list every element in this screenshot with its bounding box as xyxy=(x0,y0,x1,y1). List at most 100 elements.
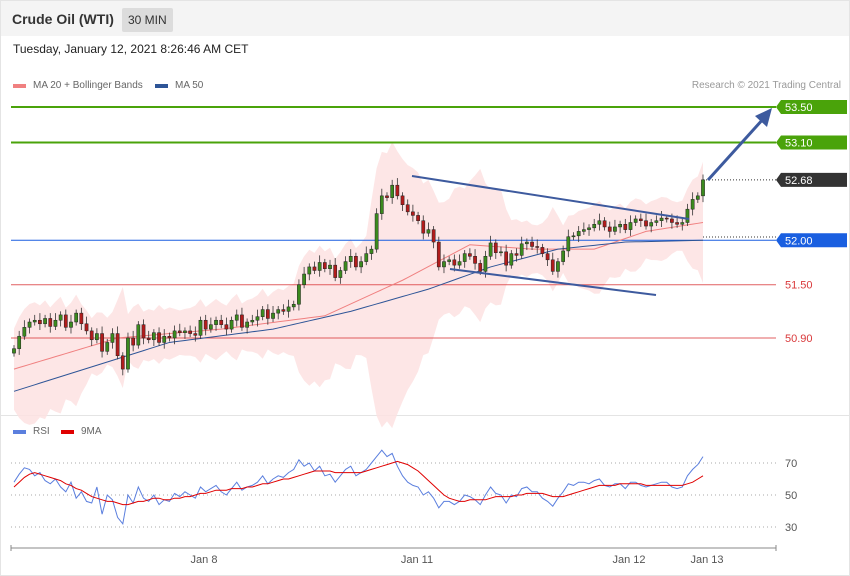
candle-up xyxy=(162,335,167,343)
candle-down xyxy=(405,204,410,213)
candle-up xyxy=(348,256,353,262)
channel-lower-line xyxy=(449,268,657,296)
candle-down xyxy=(530,241,534,247)
price-tag-shape xyxy=(776,233,847,248)
candle-down xyxy=(38,319,42,325)
candle-down xyxy=(623,224,628,230)
legend-bollinger: MA 20 + Bollinger Bands xyxy=(13,80,143,91)
candle-up xyxy=(343,261,348,271)
candle-down xyxy=(468,253,472,257)
candle-down xyxy=(177,330,182,333)
candle-up xyxy=(245,321,249,328)
candle-down xyxy=(203,319,208,330)
candle-down xyxy=(89,330,94,341)
timeframe-badge[interactable]: 30 MIN xyxy=(122,8,173,32)
candle-down xyxy=(84,323,89,332)
candle-up xyxy=(234,314,239,321)
candle-up xyxy=(561,250,565,262)
bollinger-swatch xyxy=(13,83,26,88)
candle-up xyxy=(649,222,654,227)
candle-down xyxy=(478,263,483,272)
candle-up xyxy=(426,229,431,234)
candle-down xyxy=(550,259,555,272)
candle-up xyxy=(110,333,115,343)
price-tag-shape xyxy=(776,100,847,114)
candle-up xyxy=(27,321,32,328)
candle-up xyxy=(654,220,659,223)
candle-down xyxy=(333,264,338,278)
price-label: 53.50 xyxy=(785,102,813,114)
candle-up xyxy=(58,314,63,321)
candle-up xyxy=(499,251,503,254)
candle-up xyxy=(198,319,203,336)
rsi-ma-line xyxy=(13,460,704,506)
rsi-swatch xyxy=(13,429,26,434)
candle-up xyxy=(43,318,47,325)
candle-up xyxy=(364,253,369,262)
candle-down xyxy=(146,337,151,341)
candle-up xyxy=(690,199,695,210)
candle-up xyxy=(12,348,16,354)
candle-up xyxy=(701,179,705,197)
timestamp: Tuesday, January 12, 2021 8:26:46 AM CET xyxy=(13,42,249,56)
candle-up xyxy=(571,235,576,238)
candle-up xyxy=(488,242,493,257)
candle-up xyxy=(136,324,141,346)
candle-up xyxy=(250,319,255,323)
candle-down xyxy=(395,184,400,197)
candle-up xyxy=(172,330,177,339)
candle-up xyxy=(462,253,467,262)
legend-ma50: MA 50 xyxy=(155,80,203,91)
ma20-line xyxy=(13,222,704,370)
candle-down xyxy=(607,226,612,232)
candle-down xyxy=(354,256,358,268)
candle-up xyxy=(576,231,581,237)
rsi-tick-label: 50 xyxy=(785,490,797,502)
candle-up xyxy=(183,330,187,333)
candle-up xyxy=(32,319,37,323)
candle-down xyxy=(670,218,674,223)
candle-up xyxy=(359,261,363,268)
x-tick-label: Jan 13 xyxy=(690,554,723,566)
candle-up xyxy=(618,224,622,228)
candle-down xyxy=(167,335,172,339)
candle-down xyxy=(265,309,270,319)
candle-up xyxy=(152,332,156,341)
candle-down xyxy=(115,333,120,357)
candle-down xyxy=(188,330,192,334)
candle-up xyxy=(390,184,395,198)
candle-up xyxy=(628,222,633,230)
candle-up xyxy=(613,226,617,232)
price-tag-50-90: 50.90 xyxy=(785,333,813,345)
candle-up xyxy=(633,218,638,223)
x-tick-label: Jan 8 xyxy=(191,554,218,566)
x-tick-label: Jan 11 xyxy=(401,554,433,566)
candle-down xyxy=(219,319,224,325)
price-label: 52.68 xyxy=(785,175,813,187)
candle-up xyxy=(379,195,384,214)
candle-up xyxy=(457,261,462,266)
candle-up xyxy=(291,303,296,308)
candle-up xyxy=(286,306,291,312)
candle-up xyxy=(592,224,597,229)
price-label: 51.50 xyxy=(785,280,813,292)
candle-up xyxy=(695,195,700,200)
candle-down xyxy=(644,220,648,227)
candle-down xyxy=(193,333,198,336)
candle-down xyxy=(322,262,327,269)
candle-down xyxy=(664,217,669,220)
candle-up xyxy=(483,256,488,272)
header-bar: Crude Oil (WTI) 30 MIN xyxy=(1,1,849,36)
price-tag-53-10: 53.10 xyxy=(776,135,847,150)
candle-down xyxy=(131,337,136,346)
price-tag-shape xyxy=(776,172,847,187)
candle-up xyxy=(17,335,22,349)
legend-9ma: 9MA xyxy=(61,426,102,437)
price-label: 53.10 xyxy=(785,138,813,150)
candle-up xyxy=(271,312,275,319)
candle-down xyxy=(48,318,53,327)
price-label: 50.90 xyxy=(785,333,813,345)
price-tag-52-00: 52.00 xyxy=(776,233,847,248)
price-tag-52-68: 52.68 xyxy=(776,172,847,187)
